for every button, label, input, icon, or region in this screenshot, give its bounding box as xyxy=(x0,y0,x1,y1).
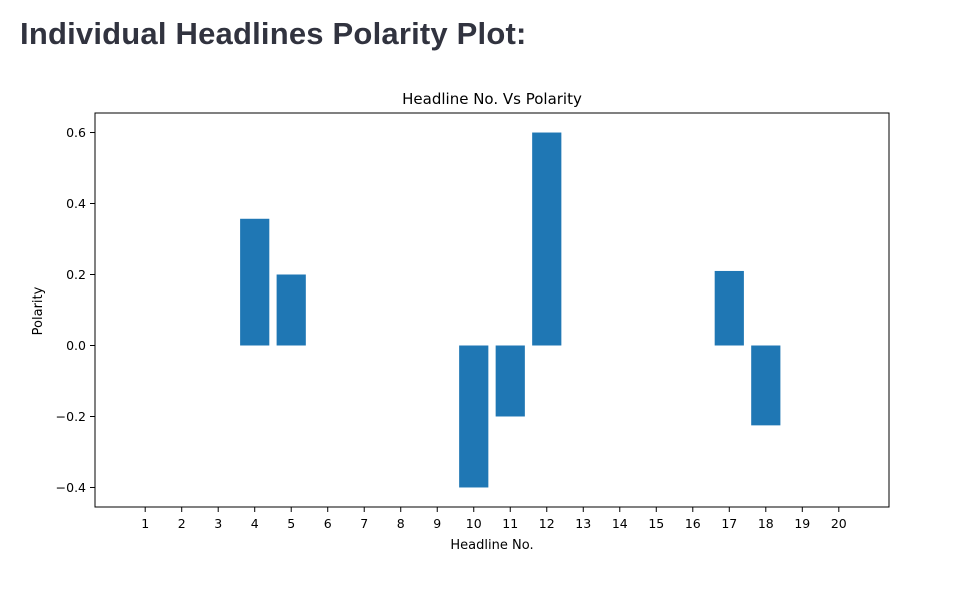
x-tick-label: 14 xyxy=(612,516,628,531)
x-tick-label: 11 xyxy=(502,516,518,531)
y-tick-label: 0.4 xyxy=(66,196,86,211)
bar-4 xyxy=(240,218,270,346)
y-axis-label: Polarity xyxy=(31,286,46,335)
bar-11 xyxy=(495,345,525,417)
y-tick-label: 0.6 xyxy=(66,125,86,140)
plot-frame xyxy=(94,112,890,508)
plot-area: 1 2 3 4 5 6 7 8 9 10 11 12 13 14 15 16 17 18 19 200.60.40.2… xyxy=(56,112,890,531)
x-tick-label: 10 xyxy=(466,516,482,531)
y-tick-label: 0.2 xyxy=(66,267,86,282)
x-tick-label: 15 xyxy=(648,516,664,531)
bar-5 xyxy=(276,274,306,346)
x-tick-label: 1 xyxy=(141,516,149,531)
x-tick-label: 18 xyxy=(758,516,774,531)
y-tick-label: −0.4 xyxy=(56,480,86,495)
x-tick-label: 2 xyxy=(178,516,186,531)
bar-10 xyxy=(459,345,489,488)
x-tick-label: 7 xyxy=(360,516,368,531)
x-tick-label: 9 xyxy=(433,516,441,531)
y-tick-label: −0.2 xyxy=(56,409,86,424)
x-tick-label: 4 xyxy=(251,516,259,531)
x-tick-label: 17 xyxy=(721,516,737,531)
x-tick-label: 19 xyxy=(794,516,810,531)
x-tick-label: 3 xyxy=(214,516,222,531)
bar-18 xyxy=(751,345,781,426)
x-axis-label: Headline No. xyxy=(450,538,533,553)
bar-17 xyxy=(714,270,744,346)
bar-12 xyxy=(532,132,562,346)
chart-title: Headline No. Vs Polarity xyxy=(402,90,582,108)
x-tick-label: 20 xyxy=(831,516,847,531)
x-tick-label: 5 xyxy=(287,516,295,531)
page-title: Individual Headlines Polarity Plot: xyxy=(20,16,527,51)
x-tick-label: 13 xyxy=(575,516,591,531)
y-tick-label: 0.0 xyxy=(66,338,86,353)
x-tick-label: 12 xyxy=(539,516,555,531)
x-tick-label: 6 xyxy=(324,516,332,531)
x-tick-label: 8 xyxy=(397,516,405,531)
x-tick-label: 16 xyxy=(685,516,701,531)
